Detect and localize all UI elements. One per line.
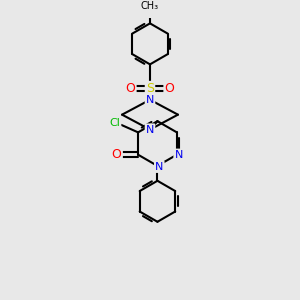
Text: O: O [112, 148, 122, 161]
Text: N: N [155, 162, 164, 172]
Text: N: N [146, 95, 154, 105]
Text: S: S [146, 82, 154, 95]
Text: O: O [165, 82, 175, 95]
Text: O: O [125, 82, 135, 95]
Text: N: N [146, 124, 154, 135]
Text: N: N [175, 150, 183, 160]
Text: Cl: Cl [110, 118, 120, 128]
Text: CH₃: CH₃ [141, 1, 159, 11]
